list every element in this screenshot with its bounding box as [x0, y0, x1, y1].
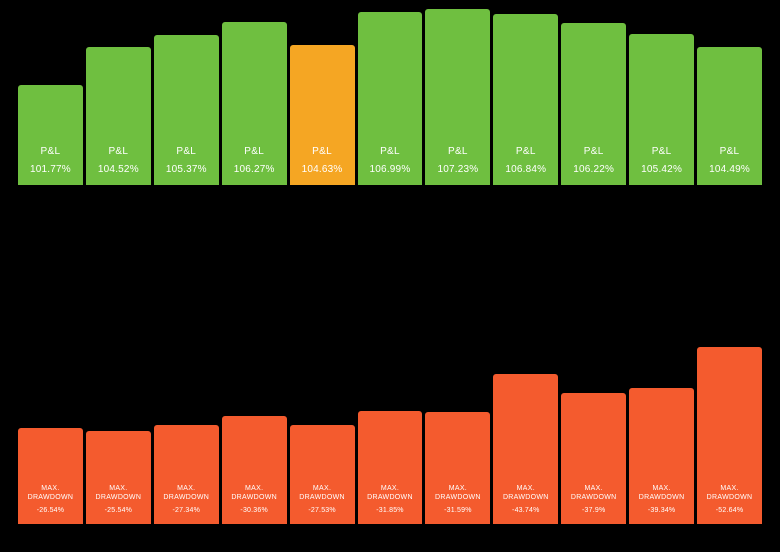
- drawdown-bar-value: -25.54%: [105, 507, 132, 514]
- drawdown-bar-value: -27.34%: [173, 507, 200, 514]
- drawdown-bar-label: MAX. DRAWDOWN: [96, 484, 142, 502]
- pnl-bar-label: P&L: [584, 146, 604, 159]
- pnl-bar-label: P&L: [516, 146, 536, 159]
- pnl-bar-label: P&L: [41, 146, 61, 159]
- drawdown-bar: MAX. DRAWDOWN -31.59%: [425, 412, 490, 524]
- pnl-bar-label: P&L: [448, 146, 468, 159]
- drawdown-bar-value: -30.36%: [240, 507, 267, 514]
- drawdown-bar-label: MAX. DRAWDOWN: [571, 484, 617, 502]
- drawdown-bar: MAX. DRAWDOWN -31.85%: [358, 411, 423, 524]
- drawdown-bar: MAX. DRAWDOWN -27.53%: [290, 425, 355, 524]
- drawdown-bar-value: -26.54%: [37, 507, 64, 514]
- pnl-bar-label: P&L: [244, 146, 264, 159]
- drawdown-bar: MAX. DRAWDOWN -27.34%: [154, 425, 219, 524]
- drawdown-bar-value: -52.64%: [716, 507, 743, 514]
- drawdown-bar: MAX. DRAWDOWN -39.34%: [629, 388, 694, 524]
- pnl-bar-value: 106.27%: [234, 164, 275, 175]
- pnl-bar-value: 106.84%: [505, 164, 546, 175]
- pnl-bar-label: P&L: [380, 146, 400, 159]
- pnl-bar: P&L 105.37%: [154, 35, 219, 185]
- drawdown-bar: MAX. DRAWDOWN -52.64%: [697, 347, 762, 524]
- pnl-bar: P&L 104.63%: [290, 45, 355, 185]
- pnl-bar: P&L 101.77%: [18, 85, 83, 185]
- drawdown-bar: MAX. DRAWDOWN -30.36%: [222, 416, 287, 524]
- pnl-bar: P&L 104.49%: [697, 47, 762, 185]
- drawdown-bar: MAX. DRAWDOWN -26.54%: [18, 428, 83, 524]
- pnl-bar-value: 106.99%: [370, 164, 411, 175]
- drawdown-bar-label: MAX. DRAWDOWN: [639, 484, 685, 502]
- pnl-bars-row: P&L 101.77% P&L 104.52% P&L 105.37% P&L 106.27%…: [18, 9, 762, 185]
- drawdown-bar-value: -37.9%: [582, 507, 605, 514]
- pnl-bar-value: 105.42%: [641, 164, 682, 175]
- drawdown-bar: MAX. DRAWDOWN -37.9%: [561, 393, 626, 524]
- pnl-bar-label: P&L: [176, 146, 196, 159]
- drawdown-bar-label: MAX. DRAWDOWN: [707, 484, 753, 502]
- drawdown-bar-label: MAX. DRAWDOWN: [435, 484, 481, 502]
- pnl-bar-label: P&L: [312, 146, 332, 159]
- pnl-bar-value: 101.77%: [30, 164, 71, 175]
- drawdown-bar-value: -39.34%: [648, 507, 675, 514]
- drawdown-bar: MAX. DRAWDOWN -43.74%: [493, 374, 558, 524]
- drawdown-bar: MAX. DRAWDOWN -25.54%: [86, 431, 151, 524]
- pnl-bar-value: 105.37%: [166, 164, 207, 175]
- drawdown-bars-row: MAX. DRAWDOWN -26.54% MAX. DRAWDOWN -25.54%…: [18, 347, 762, 524]
- pnl-bar-value: 104.49%: [709, 164, 750, 175]
- drawdown-bar-label: MAX. DRAWDOWN: [163, 484, 209, 502]
- drawdown-bar-label: MAX. DRAWDOWN: [231, 484, 277, 502]
- pnl-bar-label: P&L: [720, 146, 740, 159]
- pnl-bar: P&L 106.27%: [222, 22, 287, 185]
- drawdown-bar-label: MAX. DRAWDOWN: [299, 484, 345, 502]
- drawdown-bar-value: -31.85%: [376, 507, 403, 514]
- pnl-bar: P&L 106.84%: [493, 14, 558, 185]
- pnl-bar: P&L 105.42%: [629, 34, 694, 185]
- pnl-bar: P&L 104.52%: [86, 47, 151, 185]
- pnl-bar-value: 106.22%: [573, 164, 614, 175]
- pnl-bar: P&L 107.23%: [425, 9, 490, 185]
- pnl-bar-value: 104.52%: [98, 164, 139, 175]
- pnl-bar-value: 104.63%: [302, 164, 343, 175]
- drawdown-bar-value: -27.53%: [308, 507, 335, 514]
- pnl-bar-label: P&L: [108, 146, 128, 159]
- drawdown-bar-value: -43.74%: [512, 507, 539, 514]
- drawdown-bar-label: MAX. DRAWDOWN: [503, 484, 549, 502]
- pnl-bar: P&L 106.22%: [561, 23, 626, 185]
- pnl-bar-value: 107.23%: [437, 164, 478, 175]
- drawdown-bar-value: -31.59%: [444, 507, 471, 514]
- drawdown-bar-label: MAX. DRAWDOWN: [28, 484, 74, 502]
- pnl-bar: P&L 106.99%: [358, 12, 423, 185]
- pnl-bar-label: P&L: [652, 146, 672, 159]
- chart-area: P&L 101.77% P&L 104.52% P&L 105.37% P&L 106.27%…: [0, 0, 780, 552]
- drawdown-bar-label: MAX. DRAWDOWN: [367, 484, 413, 502]
